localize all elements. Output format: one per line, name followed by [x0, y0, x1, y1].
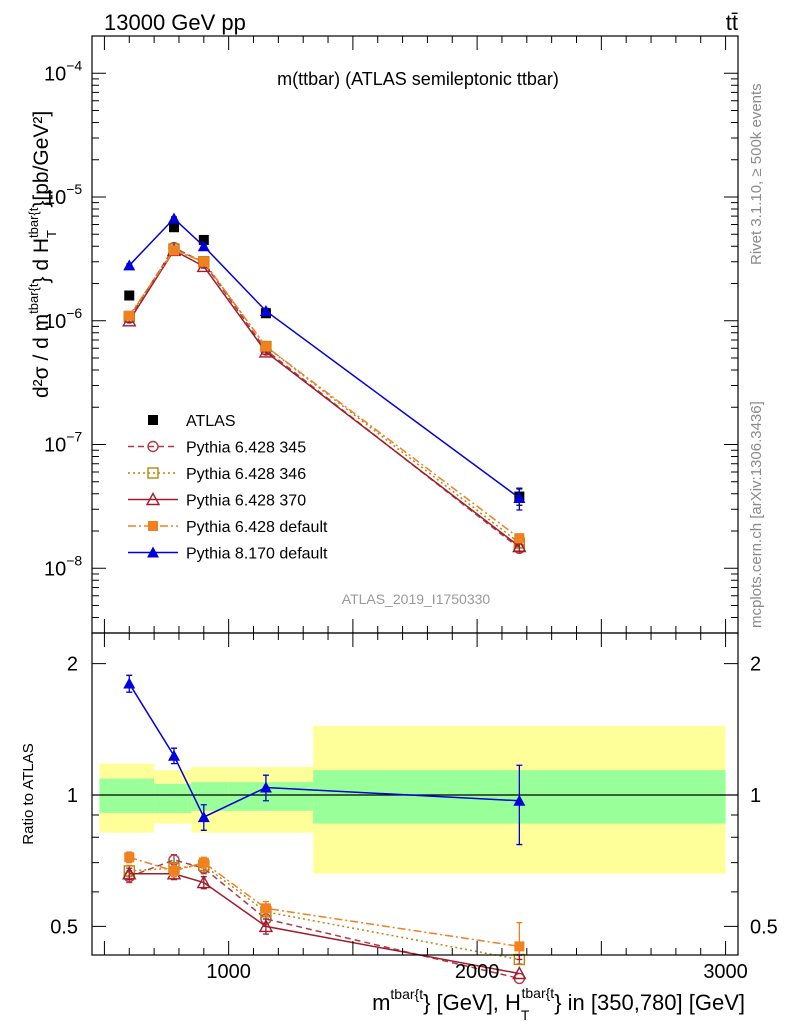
pythia-8-170-default-ratio-point	[167, 749, 180, 761]
analysis-watermark: ATLAS_2019_I1750330	[342, 591, 491, 607]
main-y-axis-label: d²σ / d mtbar{t} d HTtbar{t}[pb/GeV²]	[26, 111, 59, 398]
mcplots-label: mcplots.cern.ch [arXiv:1306.3436]	[748, 401, 765, 628]
pythia-8-170-default-point	[513, 491, 526, 503]
main-plot-frame	[91, 35, 739, 634]
pythia-6-428-default-ratio-point	[198, 857, 209, 868]
plot-title: m(ttbar) (ATLAS semileptonic ttbar)	[277, 69, 559, 89]
y-tick-label: 10−7	[44, 429, 82, 457]
ratio-y-axis-label: Ratio to ATLAS	[20, 743, 37, 844]
pythia-6-428-default-ratio-line	[129, 856, 520, 948]
pythia-8-170-default-ratio-point	[123, 677, 136, 689]
legend: ATLAS Pythia 6.428 345 Pythia 6.428 346 Pyt…	[128, 413, 328, 563]
pythia-6-428-default-point	[514, 533, 525, 544]
pythia-6-428-default-point	[198, 256, 209, 267]
legend-entry-pythia-6-428-346: Pythia 6.428 346	[128, 466, 306, 483]
pythia-6-428-default-ratio-point	[260, 903, 271, 914]
legend-marker	[148, 415, 158, 425]
x-tick-label: 2000	[455, 961, 500, 983]
legend-entry-pythia-6-428-345: Pythia 6.428 345	[128, 440, 306, 457]
pythia-6-428-370-ratio-point	[196, 875, 211, 889]
atlas-point	[124, 290, 135, 301]
legend-entry-pythia-6-428-370: Pythia 6.428 370	[128, 492, 306, 510]
x-tick-label: 1000	[206, 961, 251, 983]
stat-uncertainty-band	[99, 778, 155, 813]
pythia-6-428-370-point	[512, 539, 527, 553]
ratio-axis-ticks: 0.5 0.5 1 1 2 2 1000 2000 3000	[50, 633, 778, 983]
pythia-8-170-default-point	[123, 259, 136, 271]
legend-label: Pythia 6.428 default	[186, 519, 328, 536]
pythia-8-170-default-point	[197, 240, 210, 252]
pythia-8-170-default-point	[259, 304, 272, 316]
ratio-y-tick-label-right: 2	[750, 654, 761, 676]
pythia-6-428-default-point	[260, 341, 271, 352]
legend-label: Pythia 6.428 345	[186, 440, 306, 457]
ratio-y-tick-label-left: 0.5	[50, 916, 78, 938]
pythia-6-428-default-point	[168, 245, 179, 256]
legend-marker	[148, 521, 158, 531]
pythia-8-170-default-ratio-point	[197, 811, 210, 823]
main-plot-marks	[122, 212, 527, 555]
atlas-point	[198, 234, 209, 245]
legend-label: Pythia 6.428 346	[186, 466, 306, 483]
legend-marker	[147, 546, 159, 558]
ratio-y-tick-label-right: 0.5	[750, 916, 778, 938]
ratio-y-tick-label-left: 2	[67, 654, 78, 676]
ratio-y-tick-label-right: 1	[750, 785, 761, 807]
stat-uncertainty-band	[191, 782, 229, 811]
atlas-point	[168, 222, 179, 233]
legend-marker	[147, 467, 159, 479]
main-plot-panel: 10−8 10−7 10−6 10−5 10−4 m(ttbar) (ATLAS sem…	[44, 35, 739, 634]
y-tick-label: 10−8	[44, 552, 82, 580]
y-tick-label: 10−6	[44, 305, 82, 333]
ratio-y-tick-label-left: 1	[67, 785, 78, 807]
x-axis-label: mtbar{t} [GeV], HTtbar{t} in [350,780] […	[372, 985, 745, 1023]
pythia-6-428-default-ratio-point	[124, 852, 135, 863]
main-axis-ticks: 10−8 10−7 10−6 10−5 10−4	[44, 35, 738, 634]
pythia-6-428-346-ratio-line	[129, 864, 520, 961]
legend-label: ATLAS	[186, 413, 236, 430]
pythia-6-428-345-ratio-line	[129, 859, 520, 980]
pythia-8-170-default-point	[167, 212, 180, 224]
x-tick-label: 3000	[703, 961, 748, 983]
ratio-plot-panel: 0.5 0.5 1 1 2 2 1000 2000 3000	[50, 632, 778, 985]
process-label: tt̄	[726, 10, 738, 35]
pythia-6-428-370-ratio-point	[258, 918, 274, 933]
pythia-6-428-370-ratio-error-bar	[516, 954, 523, 961]
ratio-plot-frame	[91, 632, 739, 956]
legend-entry-atlas: ATLAS	[148, 413, 236, 430]
ratio-plot-marks	[122, 674, 527, 985]
legend-label: Pythia 6.428 370	[186, 493, 306, 510]
pythia-6-428-346-line	[128, 248, 520, 544]
legend-entry-pythia-8-170-default: Pythia 8.170 default	[128, 546, 328, 563]
y-tick-label: 10−4	[44, 57, 82, 85]
rivet-version-label: Rivet 3.1.10, ≥ 500k events	[748, 83, 765, 265]
legend-marker	[145, 492, 161, 506]
pythia-6-428-370-ratio-point	[512, 966, 527, 980]
pythia-8-170-default-ratio-point	[259, 781, 272, 793]
legend-label: Pythia 8.170 default	[186, 546, 328, 563]
pythia-6-428-default-point	[124, 310, 135, 321]
pythia-6-428-default-ratio-point	[168, 865, 179, 876]
legend-marker	[147, 440, 159, 453]
y-tick-label: 10−5	[44, 181, 82, 209]
energy-label: 13000 GeV pp	[104, 10, 246, 35]
ratio-uncertainty-bands	[92, 725, 738, 874]
stat-uncertainty-band	[154, 783, 192, 813]
legend-entry-pythia-6-428-default: Pythia 6.428 default	[128, 519, 328, 536]
pythia-6-428-370-ratio-line	[129, 873, 520, 975]
stat-uncertainty-band	[228, 782, 314, 811]
pythia-6-428-default-ratio-point	[514, 941, 525, 952]
pythia-6-428-default-line	[128, 249, 520, 539]
pythia-8-170-default-ratio-point	[513, 794, 526, 806]
pythia-6-428-370-ratio-point	[122, 866, 137, 880]
